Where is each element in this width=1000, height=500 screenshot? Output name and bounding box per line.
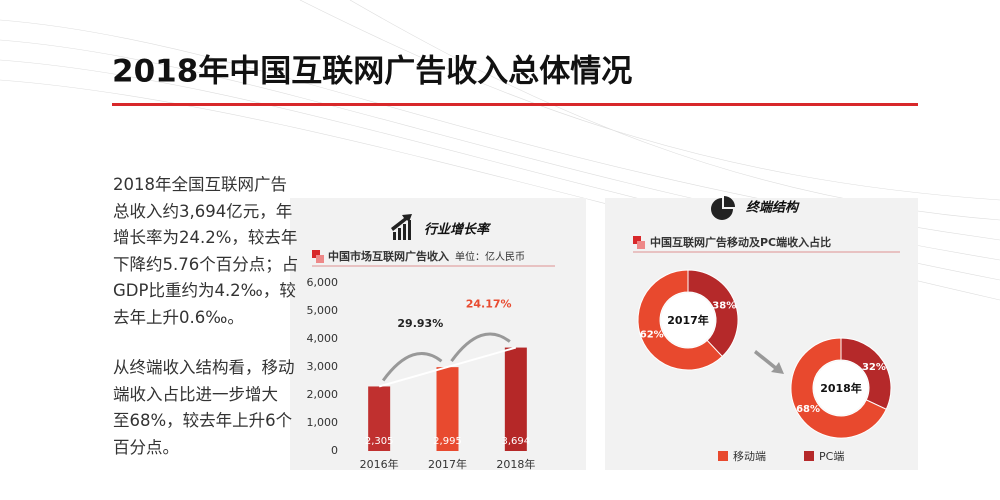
- bar: [368, 386, 391, 451]
- donut-label: 2017年: [667, 313, 709, 327]
- growth-icon: [391, 214, 412, 240]
- donut-label: 2018年: [820, 381, 862, 395]
- text-line: 去年上升0.6‰。: [113, 307, 244, 327]
- unit: 单位：亿人民币: [455, 250, 525, 263]
- value-label: 2,305: [365, 436, 394, 447]
- y-tick-label: 0: [331, 444, 338, 457]
- growth-label: 24.17%: [466, 298, 512, 311]
- title-rule: [112, 103, 918, 106]
- donut-hole: [661, 293, 715, 347]
- y-tick-label: 3,000: [307, 360, 339, 373]
- arrow: [754, 350, 784, 374]
- legend-label: 移动端: [733, 450, 766, 463]
- section-title: 终端结构: [746, 200, 800, 216]
- growth-label: 29.93%: [397, 317, 443, 330]
- y-tick-label: 1,000: [307, 416, 339, 429]
- value-label: 38%: [712, 301, 736, 312]
- donut-slice: [687, 269, 739, 358]
- chart-title: 中国市场互联网广告收入: [328, 249, 449, 263]
- growth-arrow: [381, 352, 443, 382]
- value-label: 62%: [640, 329, 664, 340]
- x-tick-label: 2017年: [428, 457, 467, 471]
- paragraph: 从终端收入结构看，移动 端收入占比进一步增大 至68%，较去年上升6个 百分点。: [113, 355, 295, 461]
- text-line: 2018年全国互联网广告: [113, 175, 287, 194]
- legend-swatch: [804, 451, 814, 461]
- trend-line: [378, 346, 517, 388]
- header-icon: [633, 236, 645, 249]
- bar: [436, 367, 459, 451]
- donut-slice: [840, 337, 892, 410]
- value-label: 32%: [862, 362, 886, 373]
- bar: [504, 347, 527, 451]
- text-line: 百分点。: [113, 437, 179, 457]
- value-label: 2,995: [433, 436, 462, 447]
- value-label: 3,694: [502, 436, 531, 447]
- legend-swatch: [718, 451, 728, 461]
- text-line: 端收入占比进一步增大: [113, 384, 278, 404]
- x-tick-label: 2018年: [496, 457, 535, 471]
- section-title: 行业增长率: [424, 222, 492, 238]
- text-line: 增长率为24.2%，较去年: [113, 228, 298, 247]
- text-line: 下降约5.76个百分点；占: [113, 254, 299, 274]
- title: 2018年中国互联网广告收入总体情况: [112, 54, 632, 90]
- y-tick-label: 5,000: [307, 304, 339, 317]
- x-tick-label: 2016年: [360, 457, 399, 471]
- donut-hole: [814, 361, 868, 415]
- donut-slice: [637, 269, 723, 371]
- header-icon: [312, 250, 324, 263]
- growth-arrow: [450, 332, 511, 363]
- pie-icon: [711, 196, 735, 220]
- y-tick-label: 4,000: [307, 332, 339, 345]
- y-tick-label: 2,000: [307, 388, 339, 401]
- y-tick-label: 6,000: [307, 276, 339, 289]
- text-line: GDP比重约为4.2‰，较: [113, 281, 296, 300]
- text-line: 至68%，较去年上升6个: [113, 411, 293, 430]
- paragraph: 2018年全国互联网广告 总收入约3,694亿元，年 增长率为24.2%，较去年 下降…: [113, 172, 298, 331]
- chart-title: 中国互联网广告移动及PC端收入占比: [650, 235, 831, 249]
- text-line: 从终端收入结构看，移动: [113, 358, 295, 377]
- text-line: 总收入约3,694亿元，年: [113, 201, 293, 221]
- legend-label: PC端: [819, 450, 844, 463]
- value-label: 68%: [796, 404, 820, 415]
- donut-slice: [790, 337, 887, 439]
